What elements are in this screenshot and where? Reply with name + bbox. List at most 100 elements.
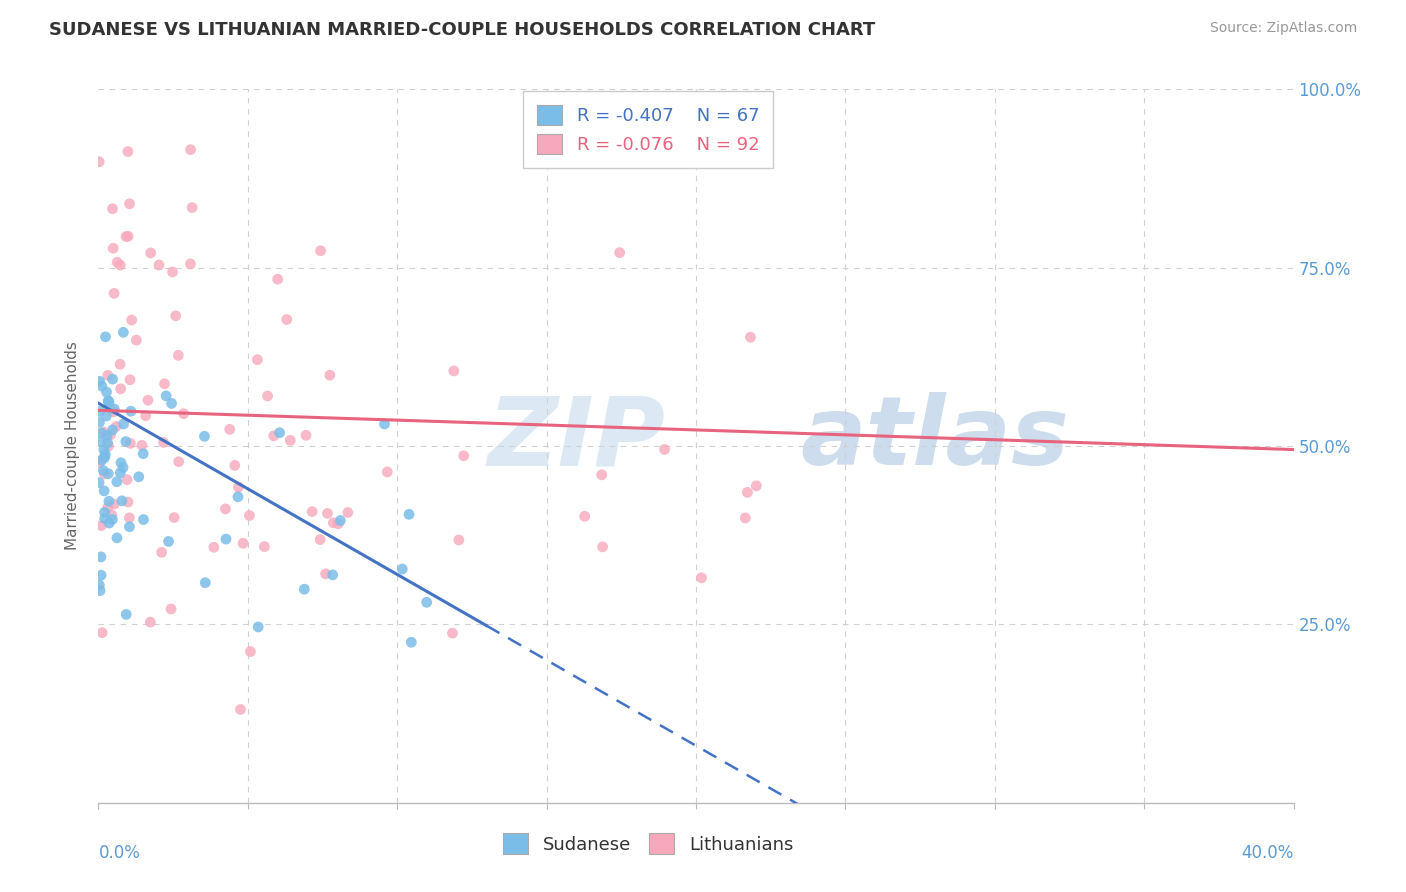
Y-axis label: Married-couple Households: Married-couple Households [65,342,80,550]
Point [214,502,236,516]
Point [101,423,124,437]
Point [162,265,184,279]
Point [375,465,398,479]
Point [115,229,138,244]
Point [292,582,315,597]
Point [228,480,250,494]
Point [105,419,128,434]
Point [253,540,276,554]
Point [740,330,762,344]
Point [112,326,135,340]
Point [108,357,131,371]
Point [93,505,115,519]
Point [315,566,337,581]
Point [94,447,117,461]
Point [114,434,136,449]
Point [155,389,177,403]
Point [441,626,464,640]
Point [120,404,142,418]
Point [100,427,122,442]
Point [97,368,120,383]
Point [179,257,201,271]
Point [91,625,114,640]
Text: Source: ZipAtlas.com: Source: ZipAtlas.com [1209,21,1357,35]
Point [745,479,768,493]
Point [734,511,756,525]
Point [93,442,115,457]
Point [316,507,339,521]
Point [89,374,111,388]
Point [117,145,139,159]
Text: atlas: atlas [800,392,1070,485]
Point [103,405,125,419]
Point [131,438,153,452]
Point [574,509,596,524]
Text: SUDANESE VS LITHUANIAN MARRIED-COUPLE HOUSEHOLDS CORRELATION CHART: SUDANESE VS LITHUANIAN MARRIED-COUPLE HO… [49,21,876,38]
Point [89,404,111,418]
Point [121,313,143,327]
Point [103,402,125,417]
Point [592,540,614,554]
Point [239,644,262,658]
Point [224,458,246,473]
Point [447,533,470,547]
Point [103,497,125,511]
Point [737,485,759,500]
Point [96,409,118,423]
Point [263,429,285,443]
Point [93,511,115,525]
Point [247,620,270,634]
Point [108,258,131,272]
Point [135,409,157,423]
Point [269,425,291,440]
Point [112,460,135,475]
Point [309,244,332,258]
Point [132,512,155,526]
Point [160,602,183,616]
Legend: Sudanese, Lithuanians: Sudanese, Lithuanians [496,826,800,862]
Point [391,562,413,576]
Point [101,202,124,216]
Point [453,449,475,463]
Text: ZIP: ZIP [488,392,665,485]
Point [194,575,217,590]
Point [267,272,290,286]
Point [193,429,215,443]
Point [93,425,115,439]
Point [301,505,323,519]
Point [89,415,111,429]
Point [110,382,132,396]
Point [101,372,124,386]
Point [215,532,238,546]
Point [115,473,138,487]
Point [110,456,132,470]
Point [246,352,269,367]
Point [90,453,112,467]
Point [328,516,350,531]
Point [152,435,174,450]
Point [139,246,162,260]
Point [163,510,186,524]
Point [87,475,110,490]
Point [112,417,135,431]
Point [94,330,117,344]
Point [319,368,342,383]
Point [117,229,139,244]
Point [654,442,676,457]
Point [93,483,115,498]
Point [115,607,138,622]
Point [232,536,254,550]
Point [98,516,121,530]
Point [118,196,141,211]
Point [118,373,141,387]
Point [103,286,125,301]
Point [136,393,159,408]
Point [443,364,465,378]
Point [105,255,128,269]
Point [111,493,134,508]
Point [97,393,120,408]
Point [148,258,170,272]
Point [128,469,150,483]
Point [401,635,423,649]
Point [218,422,240,436]
